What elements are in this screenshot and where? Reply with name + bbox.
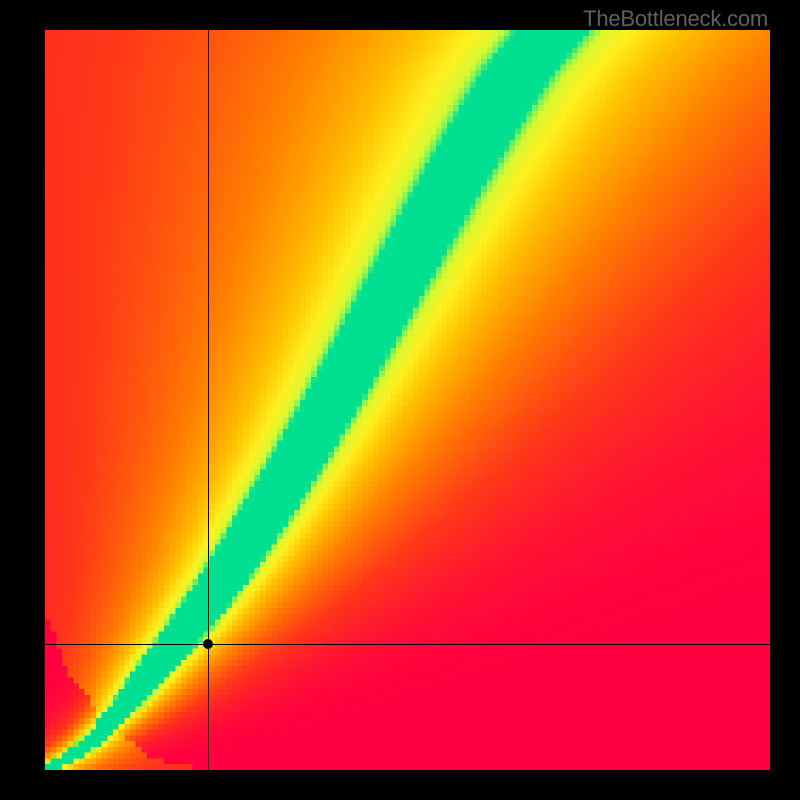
root-container: TheBottleneck.com	[0, 0, 800, 800]
watermark-text: TheBottleneck.com	[583, 6, 768, 32]
marker-dot	[203, 639, 213, 649]
crosshair-vertical	[208, 30, 209, 770]
crosshair-horizontal	[45, 644, 770, 645]
heatmap-canvas	[45, 30, 770, 770]
plot-area	[45, 30, 770, 770]
